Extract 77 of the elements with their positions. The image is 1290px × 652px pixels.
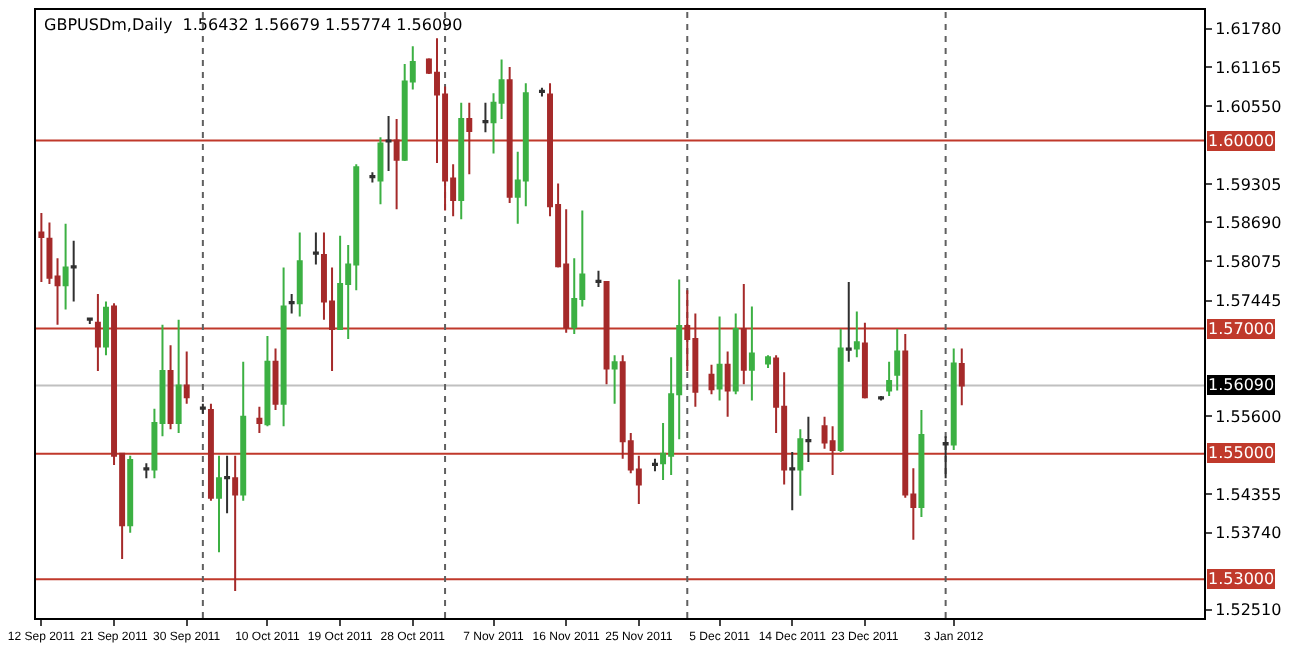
y-tick-label: 1.53740 bbox=[1215, 524, 1282, 543]
candlestick bbox=[886, 360, 893, 398]
candlestick bbox=[652, 457, 658, 473]
candlestick bbox=[175, 318, 182, 435]
y-tick-label: 1.57445 bbox=[1215, 292, 1282, 311]
candlestick bbox=[38, 212, 45, 284]
y-tick-label: 1.61780 bbox=[1215, 20, 1282, 39]
candlestick bbox=[385, 114, 392, 173]
candlestick bbox=[224, 454, 231, 515]
candlestick bbox=[466, 101, 473, 176]
candlestick bbox=[748, 305, 755, 402]
candlestick bbox=[595, 269, 602, 289]
candlestick bbox=[86, 316, 93, 326]
candlestick bbox=[312, 231, 319, 266]
ref-line-label: 1.56090 bbox=[1208, 376, 1275, 394]
candlestick bbox=[216, 454, 222, 554]
y-tick-label: 1.58690 bbox=[1215, 214, 1282, 233]
candlestick bbox=[183, 350, 190, 405]
candlestick bbox=[506, 66, 513, 205]
y-tick-label: 1.52510 bbox=[1215, 601, 1282, 620]
chart-title: GBPUSDm,Daily 1.56432 1.56679 1.55774 1.56090 bbox=[44, 16, 463, 34]
candlestick bbox=[94, 292, 101, 373]
candlestick bbox=[708, 363, 715, 396]
candlestick bbox=[337, 234, 344, 331]
candlestick bbox=[538, 86, 545, 98]
candlestick bbox=[853, 310, 860, 359]
candlestick bbox=[797, 428, 804, 497]
candlestick bbox=[167, 344, 174, 431]
candlestick bbox=[950, 347, 957, 452]
ref-line-label: 1.57000 bbox=[1208, 320, 1275, 338]
candlestick bbox=[845, 281, 852, 363]
candlestick bbox=[482, 101, 489, 134]
candlestick bbox=[603, 281, 610, 386]
candlestick bbox=[732, 312, 739, 396]
candlestick bbox=[369, 171, 376, 184]
candlestick bbox=[280, 266, 287, 428]
candlestick bbox=[62, 222, 69, 311]
ref-line-label: 1.53000 bbox=[1208, 570, 1275, 588]
candlestick bbox=[942, 435, 949, 480]
candlestick bbox=[143, 462, 150, 480]
ref-line-label: 1.60000 bbox=[1208, 132, 1275, 150]
candlestick bbox=[789, 450, 796, 512]
candlestick bbox=[127, 454, 134, 534]
candlestick bbox=[805, 415, 812, 463]
candlestick bbox=[256, 405, 263, 435]
candlestick bbox=[103, 300, 109, 357]
candlestick bbox=[393, 118, 400, 211]
candlestick bbox=[240, 360, 247, 502]
y-tick-label: 1.60550 bbox=[1215, 97, 1282, 116]
candlestick bbox=[716, 315, 723, 402]
candlestick bbox=[207, 402, 214, 502]
candlestick bbox=[829, 425, 836, 477]
candlestick bbox=[377, 136, 384, 206]
y-tick-label: 1.61165 bbox=[1215, 58, 1282, 77]
candlestick bbox=[264, 334, 271, 428]
y-tick-label: 1.58075 bbox=[1215, 252, 1282, 271]
candlestick bbox=[837, 328, 844, 453]
candlestick bbox=[70, 239, 77, 303]
candlestick bbox=[765, 354, 771, 369]
candlestick bbox=[288, 292, 295, 315]
candlestick bbox=[199, 402, 206, 415]
candlestick bbox=[232, 454, 239, 593]
candlestick bbox=[918, 408, 925, 519]
candlestick bbox=[458, 101, 465, 221]
candlestick bbox=[861, 321, 868, 400]
ref-line-label: 1.55000 bbox=[1208, 444, 1275, 462]
candlestick bbox=[878, 395, 885, 402]
candlestick bbox=[894, 328, 901, 392]
candlestick bbox=[611, 354, 618, 405]
y-tick-label: 1.55600 bbox=[1215, 407, 1282, 426]
y-tick-label: 1.54355 bbox=[1215, 485, 1282, 504]
candlestick bbox=[740, 282, 747, 386]
candlestick bbox=[724, 350, 731, 418]
candlestick bbox=[272, 347, 279, 411]
candlestick bbox=[296, 231, 303, 318]
y-tick-label: 1.59305 bbox=[1215, 175, 1282, 194]
candlestick bbox=[958, 347, 965, 407]
